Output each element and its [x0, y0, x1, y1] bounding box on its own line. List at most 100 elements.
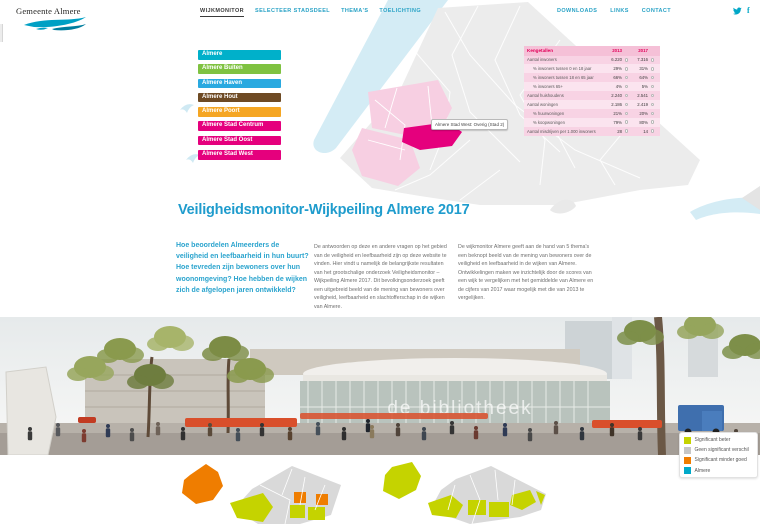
info-icon[interactable] — [622, 76, 631, 80]
legend-item: Geen significant verschil — [684, 447, 753, 454]
nav-item-thema-s[interactable]: THEMA'S — [341, 8, 369, 14]
table-value-2013: 66% — [613, 75, 622, 81]
table-row: Aantal inwoners 6.220 7.316 — [524, 55, 660, 65]
wijk-maps-graphic — [182, 462, 546, 524]
legend-swatch — [684, 457, 691, 464]
facebook-icon[interactable]: f — [747, 6, 750, 15]
legend-label: Significant beter — [694, 437, 731, 444]
info-icon[interactable] — [648, 67, 657, 71]
info-icon[interactable] — [648, 111, 657, 115]
info-icon[interactable] — [648, 129, 657, 133]
sidebar-item-almere-poort[interactable]: Almere Poort — [198, 107, 281, 117]
stadsdeel-sidebar: Almere Almere Buiten Almere Haven Almere Ho… — [198, 50, 281, 164]
table-col-2013: 2013 — [612, 48, 622, 54]
table-row-label: % huurwoningen — [533, 110, 565, 116]
nav-item-contact[interactable]: CONTACT — [641, 8, 672, 14]
nav-item-selecteer-stadsdeel[interactable]: SELECTEER STADSDEEL — [255, 8, 331, 14]
info-icon[interactable] — [622, 120, 631, 124]
table-row: % koopwoningen 79% 80% — [524, 117, 660, 127]
nav-item-wijkmonitor[interactable]: WIJKMONITOR — [200, 8, 245, 17]
nav-item-downloads[interactable]: DOWNLOADS — [557, 8, 598, 14]
table-row: % huurwoningen 21% 20% — [524, 108, 660, 118]
table-value-2017: 20% — [639, 110, 648, 116]
table-value-2017: 64% — [639, 75, 648, 81]
legend-swatch — [684, 467, 691, 474]
intro-paragraph-2: De wijkmonitor Almere geeft aan de hand … — [458, 244, 594, 302]
table-value-2013: 2.186 — [611, 101, 622, 107]
legend-swatch — [684, 447, 691, 454]
info-icon[interactable] — [648, 120, 657, 124]
legend-item: Almere — [684, 467, 753, 474]
info-icon[interactable] — [648, 76, 657, 80]
intro-paragraph-1: De antwoorden op deze en andere vragen o… — [314, 244, 447, 311]
info-icon[interactable] — [622, 67, 631, 71]
table-row: % inwoners tussen 18 en 65 jaar 66% 64% — [524, 73, 660, 83]
sidebar-item-almere-haven[interactable]: Almere Haven — [198, 78, 281, 89]
intro-question: Hoe beoordelen Almeerders de veiligheid … — [176, 242, 309, 294]
sidebar-item-almere-stad-west[interactable]: Almere Stad West — [198, 149, 281, 160]
info-icon[interactable] — [622, 129, 631, 133]
page-title: Veiligheidsmonitor-Wijkpeiling Almere 20… — [178, 202, 470, 218]
table-row-label: Aantal inwoners — [527, 57, 557, 63]
info-icon[interactable] — [622, 58, 631, 62]
info-icon[interactable] — [622, 102, 631, 107]
table-value-2013: 21% — [613, 110, 622, 116]
nav-item-links[interactable]: LINKS — [610, 8, 629, 14]
table-value-2017: 5% — [641, 84, 648, 90]
map-land-patch — [742, 186, 760, 210]
primary-nav: WIJKMONITOR SELECTEER STADSDEEL THEMA'S TOE… — [200, 8, 421, 17]
table-value-2013: 28 — [617, 128, 622, 134]
table-row-label: % koopwoningen — [533, 119, 565, 125]
map-legend: Significant beter Geen significant versch… — [679, 432, 758, 478]
table-row-label: % inwoners tussen 18 en 65 jaar — [533, 75, 594, 81]
brand-logo-text[interactable]: Gemeente Almere — [16, 6, 81, 16]
info-icon[interactable] — [648, 102, 657, 107]
table-row: Aantal woningen 2.186 2.419 — [524, 99, 660, 109]
sidebar-item-almere-buiten[interactable]: Almere Buiten — [198, 64, 281, 74]
city-photo: de bibliotheek — [0, 317, 760, 455]
table-row: % inwoners 65+ 4% 5% — [524, 82, 660, 92]
info-icon[interactable] — [622, 84, 631, 89]
table-row-label: Aantal woningen — [527, 101, 558, 107]
twitter-icon[interactable] — [733, 6, 742, 15]
legend-label: Almere — [694, 467, 711, 474]
map-tooltip: Almere Stad West: Overig (Stad 2) — [431, 119, 509, 130]
info-icon[interactable] — [648, 84, 657, 89]
wijk-shape-green[interactable] — [383, 462, 421, 499]
table-row: Aantal huishoudens 2.240 2.541 — [524, 91, 660, 100]
table-value-2017: 14 — [643, 128, 648, 134]
wijk-shape-orange[interactable] — [182, 464, 223, 504]
table-row-label: Aantal huishoudens — [527, 93, 564, 98]
secondary-nav: DOWNLOADS LINKS CONTACT — [557, 8, 671, 14]
edge-strip — [0, 24, 3, 42]
legend-swatch — [684, 437, 691, 444]
bird-watermark-icon — [180, 104, 200, 163]
wijk-map-right[interactable] — [428, 466, 546, 524]
table-row-label: Aantal misdrijven per 1.000 inwoners — [527, 128, 596, 134]
table-row: % inwoners tussen 0 en 18 jaar 29% 31% — [524, 64, 660, 74]
table-col-2017: 2017 — [638, 48, 648, 54]
info-icon[interactable] — [622, 111, 631, 115]
legend-label: Geen significant verschil — [694, 447, 749, 454]
info-icon[interactable] — [648, 58, 657, 62]
sidebar-item-almere-hout[interactable]: Almere Hout — [198, 92, 281, 103]
table-value-2013: 79% — [613, 119, 622, 125]
sidebar-item-almere-stad-centrum[interactable]: Almere Stad Centrum — [198, 121, 281, 131]
kengetallen-table: Kengetallen 2013 2017 Aantal inwoners 6.2… — [524, 46, 660, 136]
sidebar-item-almere-stad-oost[interactable]: Almere Stad Oost — [198, 135, 281, 146]
nav-item-toelichting[interactable]: TOELICHTING — [379, 8, 421, 14]
sidebar-item-almere[interactable]: Almere — [198, 50, 281, 60]
wijk-map-center[interactable] — [230, 466, 341, 524]
info-icon[interactable] — [648, 93, 657, 98]
table-value-2017: 2.419 — [637, 101, 648, 107]
table-value-2013: 29% — [613, 66, 622, 72]
table-title: Kengetallen — [527, 48, 554, 54]
table-row: Aantal misdrijven per 1.000 inwoners 28 14 — [524, 126, 660, 136]
table-value-2013: 4% — [615, 84, 622, 90]
map-water — [313, 0, 448, 154]
table-value-2013: 6.220 — [611, 57, 622, 63]
legend-item: Significant minder goed — [684, 457, 753, 464]
info-icon[interactable] — [622, 93, 631, 98]
brand-wave-icon — [24, 17, 86, 31]
